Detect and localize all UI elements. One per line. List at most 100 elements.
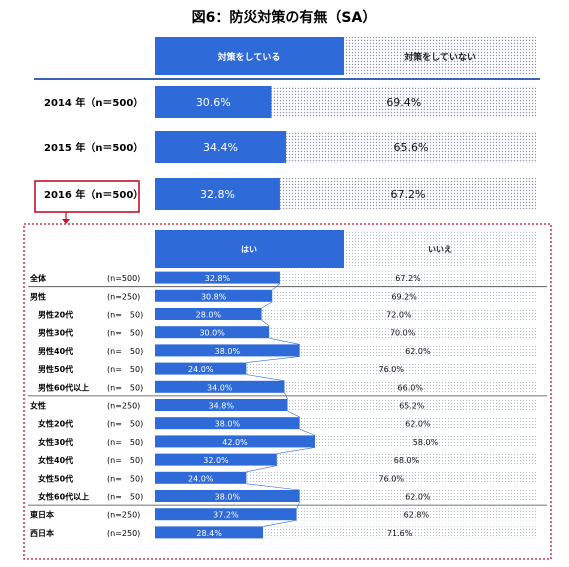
detail-value-yes-0: 32.8% [205, 274, 231, 283]
detail-value-yes-5: 24.0% [188, 365, 214, 374]
detail-value-no-7: 65.2% [399, 402, 425, 411]
detail-bar-yes-5 [155, 362, 247, 375]
detail-row-n-4: (n= 50) [107, 347, 143, 356]
detail-bar-yes-6 [155, 380, 285, 393]
detail-value-yes-2: 28.0% [196, 311, 222, 320]
detail-bar-no-3 [269, 326, 536, 339]
legend-label-yes-detail: はい [241, 245, 257, 254]
detail-value-yes-13: 37.2% [213, 511, 239, 520]
detail-row-n-6: (n= 50) [107, 383, 143, 392]
detail-value-yes-11: 24.0% [188, 474, 214, 483]
detail-connector-4 [269, 337, 300, 345]
detail-bar-yes-11 [155, 471, 247, 484]
detail-connector-14 [263, 519, 297, 527]
detail-value-yes-8: 38.0% [215, 420, 241, 429]
detail-value-no-12: 62.0% [405, 493, 431, 502]
detail-row-n-8: (n= 50) [107, 420, 143, 429]
detail-row-label-8: 女性20代 [38, 419, 73, 429]
detail-value-yes-9: 42.0% [222, 438, 248, 447]
detail-connector-3 [261, 319, 270, 327]
detail-row-n-5: (n= 50) [107, 365, 143, 374]
detail-bar-no-7 [287, 399, 536, 411]
bar-no-2015 [286, 131, 536, 163]
detail-row-n-14: (n=250) [107, 529, 140, 538]
detail-value-no-13: 62.8% [404, 511, 430, 520]
detail-row-n-0: (n=500) [107, 274, 140, 283]
detail-value-no-9: 58.0% [413, 438, 439, 447]
detail-connector-5 [246, 356, 300, 363]
detail-connector-9 [299, 428, 316, 436]
bar-no-2016 [279, 178, 536, 210]
detail-bar-no-14 [263, 526, 536, 539]
detail-row-n-2: (n= 50) [107, 311, 143, 320]
detail-row-label-7: 女性 [30, 401, 46, 411]
detail-bar-yes-13 [155, 508, 297, 521]
detail-value-no-6: 66.0% [398, 383, 424, 392]
legend-swatch-yes-detail [155, 230, 344, 268]
detail-value-no-3: 70.0% [390, 329, 416, 338]
chart-title: 図6：防災対策の有無（SA） [192, 9, 377, 26]
detail-bar-yes-2 [155, 308, 262, 320]
bar-yes-2016 [155, 178, 280, 210]
detail-row-n-3: (n= 50) [107, 329, 143, 338]
top-bars: 2014 年（n＝500） 30.6% 69.4% 2015 年（n＝500） 34.4… [44, 86, 536, 210]
detail-bar-no-8 [299, 417, 536, 430]
detail-value-no-1: 69.2% [391, 292, 417, 301]
detail-row-label-6: 男性60代以上 [38, 382, 89, 392]
detail-bar-no-1 [272, 289, 536, 302]
detail-connector-11 [246, 465, 277, 473]
detail-row-label-9: 女性30代 [38, 437, 73, 447]
detail-row-label-0: 全体 [29, 273, 47, 283]
bar-yes-2015 [155, 131, 287, 163]
detail-value-yes-1: 30.8% [201, 292, 227, 301]
detail-value-no-11: 76.0% [379, 474, 405, 483]
detail-value-yes-3: 30.0% [199, 329, 225, 338]
detail-bar-yes-1 [155, 289, 273, 302]
detail-row-n-10: (n= 50) [107, 456, 143, 465]
detail-row-label-1: 男性 [30, 291, 46, 301]
value-label-no-2015: 65.6% [394, 141, 429, 154]
detail-value-yes-14: 28.4% [196, 529, 222, 538]
detail-row-n-1: (n=250) [107, 292, 140, 301]
detail-row-label-14: 西日本 [30, 528, 54, 538]
detail-row-label-11: 女性50代 [38, 473, 73, 483]
detail-value-no-8: 62.0% [405, 420, 431, 429]
detail-row-label-3: 男性30代 [38, 328, 73, 338]
category-label-2015: 2015 年（n＝500） [44, 141, 143, 154]
bar-yes-2014 [155, 86, 272, 118]
detail-bar-yes-4 [155, 344, 300, 357]
detail-bar-no-11 [246, 471, 536, 484]
legend-swatch-no-top [344, 37, 536, 75]
detail-bar-no-5 [246, 362, 536, 375]
detail-connector-13 [296, 501, 301, 509]
detail-bar-no-2 [261, 308, 536, 320]
value-label-yes-2014: 30.6% [196, 96, 231, 109]
value-label-yes-2016: 32.8% [200, 188, 235, 201]
detail-value-yes-4: 38.0% [215, 347, 241, 356]
detail-value-no-4: 62.0% [405, 347, 431, 356]
detail-connector-10 [276, 447, 316, 454]
bar-no-2014 [271, 86, 536, 118]
detail-row-label-2: 男性20代 [38, 310, 73, 320]
legend-label-yes-top: 対策をしている [217, 51, 281, 63]
detail-row-label-10: 女性40代 [38, 455, 73, 465]
detail-value-no-14: 71.6% [387, 529, 413, 538]
legend-swatch-no-detail [344, 230, 536, 268]
detail-rows: 全体 (n=500) 32.8% 67.2% 男性 (n=250) 30.8% 69.2% 男性… [28, 271, 547, 539]
detail-value-no-5: 76.0% [379, 365, 405, 374]
detail-value-yes-7: 34.8% [209, 402, 235, 411]
detail-connector-8 [287, 410, 300, 418]
detail-value-yes-10: 32.0% [203, 456, 229, 465]
detail-bar-yes-12 [155, 490, 300, 502]
detail-bar-yes-0 [155, 271, 280, 284]
detail-connector-6 [246, 374, 285, 382]
detail-bar-yes-7 [155, 399, 288, 411]
detail-value-no-10: 68.0% [394, 456, 420, 465]
value-label-no-2016: 67.2% [391, 188, 426, 201]
category-label-2014: 2014 年（n＝500） [44, 96, 143, 109]
highlight-arrow [62, 219, 70, 224]
detail-bar-no-0 [279, 271, 536, 284]
detail-row-n-13: (n=250) [107, 511, 140, 520]
detail-bar-yes-9 [155, 435, 316, 448]
